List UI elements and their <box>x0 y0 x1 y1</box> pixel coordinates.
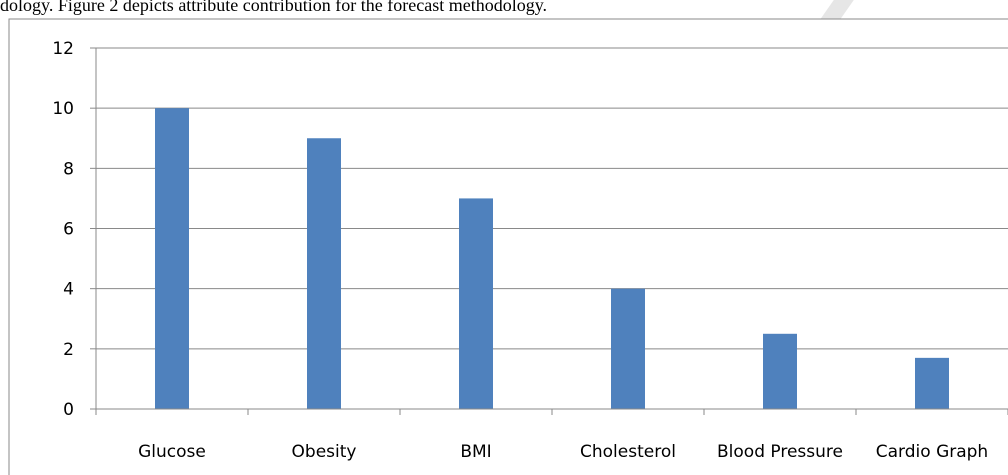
bar-bmi <box>459 198 493 409</box>
bar-cardio-graph <box>915 357 949 409</box>
x-tick-label: Obesity <box>292 442 357 462</box>
x-axis-labels: Glucose Obesity BMI Cholesterol Blood Pressu… <box>138 442 988 462</box>
x-axis <box>95 48 1008 415</box>
y-tick-label: 4 <box>63 280 74 300</box>
x-tick-label: Glucose <box>138 442 206 462</box>
x-tick-label: Cholesterol <box>580 442 676 462</box>
bar-obesity <box>307 138 341 409</box>
gridlines <box>96 47 1008 350</box>
bar-glucose <box>155 108 189 410</box>
y-tick-label: 12 <box>52 39 74 59</box>
x-tick-label: Cardio Graph <box>876 442 988 462</box>
x-tick-label: Blood Pressure <box>717 442 843 462</box>
x-tick-label: BMI <box>460 442 491 462</box>
bar-cholesterol <box>611 288 645 409</box>
y-axis-ticks: 0 2 4 6 8 10 12 <box>52 39 96 420</box>
bars <box>155 108 949 410</box>
y-tick-label: 0 <box>63 400 74 420</box>
y-tick-label: 10 <box>52 99 74 119</box>
y-tick-label: 2 <box>63 340 74 360</box>
bar-blood-pressure <box>763 333 797 409</box>
caption-text: dology. Figure 2 depicts attribute contr… <box>0 0 548 15</box>
y-tick-label: 8 <box>63 159 74 179</box>
y-tick-label: 6 <box>63 220 74 240</box>
